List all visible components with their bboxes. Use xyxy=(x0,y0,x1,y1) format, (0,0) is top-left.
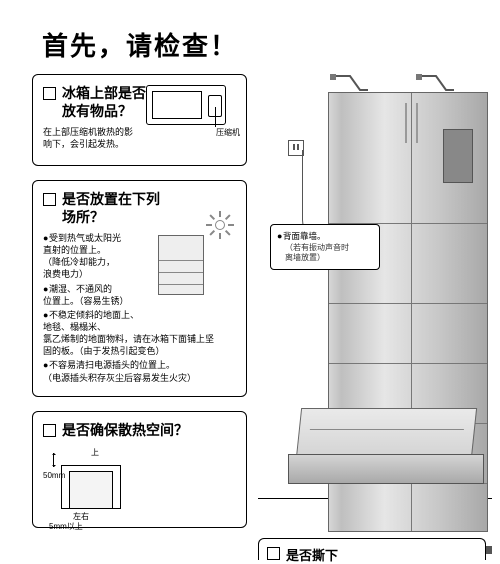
callout-line1: 背面靠墙。 xyxy=(283,231,326,241)
checkbox-icon xyxy=(43,424,56,437)
dim-top-value: 50mm xyxy=(43,471,65,480)
box1-heading: 冰箱上部是否 放有物品？ xyxy=(62,85,146,120)
box2-heading: 是否放置在下列 场所？ xyxy=(62,191,160,226)
box1-body: 在上部压缩机散热的影 响下，会引起发热。 xyxy=(43,126,133,150)
mini-fridge-icon xyxy=(158,235,204,295)
checkbox-icon xyxy=(43,193,56,206)
fridge-display xyxy=(443,129,473,183)
box2-item: ●不容易清扫电源插头的位置上。 （电源插头积存灰尘后容易发生火灾） xyxy=(43,359,236,383)
check-box-3: 是否确保散热空间？ 上 50mm 左右 5mm以上 xyxy=(32,411,247,529)
box3-heading: 是否确保散热空间？ xyxy=(62,422,188,440)
check-box-4-partial: 是否撕下 xyxy=(258,538,486,560)
compressor-label: 压缩机 xyxy=(216,127,240,138)
box4-heading-prefix: 是否撕下 xyxy=(286,545,338,564)
box2-illustration xyxy=(158,211,238,301)
left-column: 冰箱上部是否 放有物品？ 在上部压缩机散热的影 响下，会引起发热。 压缩机 是否… xyxy=(32,74,247,542)
sun-icon xyxy=(206,211,234,239)
box4-header: 是否撕下 xyxy=(267,545,477,564)
check-box-2: 是否放置在下列 场所？ ●受到热气或太阳光 直射的位置上。 （降低冷却能力， 浪… xyxy=(32,180,247,397)
fridge-illustration: ●背面靠墙。 （若有振动声音时 离墙放置） xyxy=(258,74,492,554)
box1-illustration: 压缩机 xyxy=(146,85,236,141)
checkbox-icon xyxy=(43,87,56,100)
box2-item: ●不稳定倾斜的地面上、 地毯、榻榻米、 氯乙烯制的地面物料，请在冰箱下面铺上坚 … xyxy=(43,309,236,358)
bracket-icon xyxy=(330,74,370,92)
open-drawer xyxy=(298,404,474,488)
callout-rear-wall: ●背面靠墙。 （若有振动声音时 离墙放置） xyxy=(270,224,380,270)
dim-top-label: 上 xyxy=(91,447,99,458)
box3-illustration: 上 50mm 左右 5mm以上 xyxy=(43,447,183,517)
box3-header: 是否确保散热空间？ xyxy=(43,422,236,440)
page-title: 首先，请检查！ xyxy=(42,26,238,63)
callout-line2: （若有振动声音时 离墙放置） xyxy=(277,243,373,264)
dim-side-value: 5mm以上 xyxy=(49,521,83,532)
bracket-icon xyxy=(416,74,456,92)
check-box-1: 冰箱上部是否 放有物品？ 在上部压缩机散热的影 响下，会引起发热。 压缩机 xyxy=(32,74,247,166)
checkbox-icon xyxy=(267,547,280,560)
